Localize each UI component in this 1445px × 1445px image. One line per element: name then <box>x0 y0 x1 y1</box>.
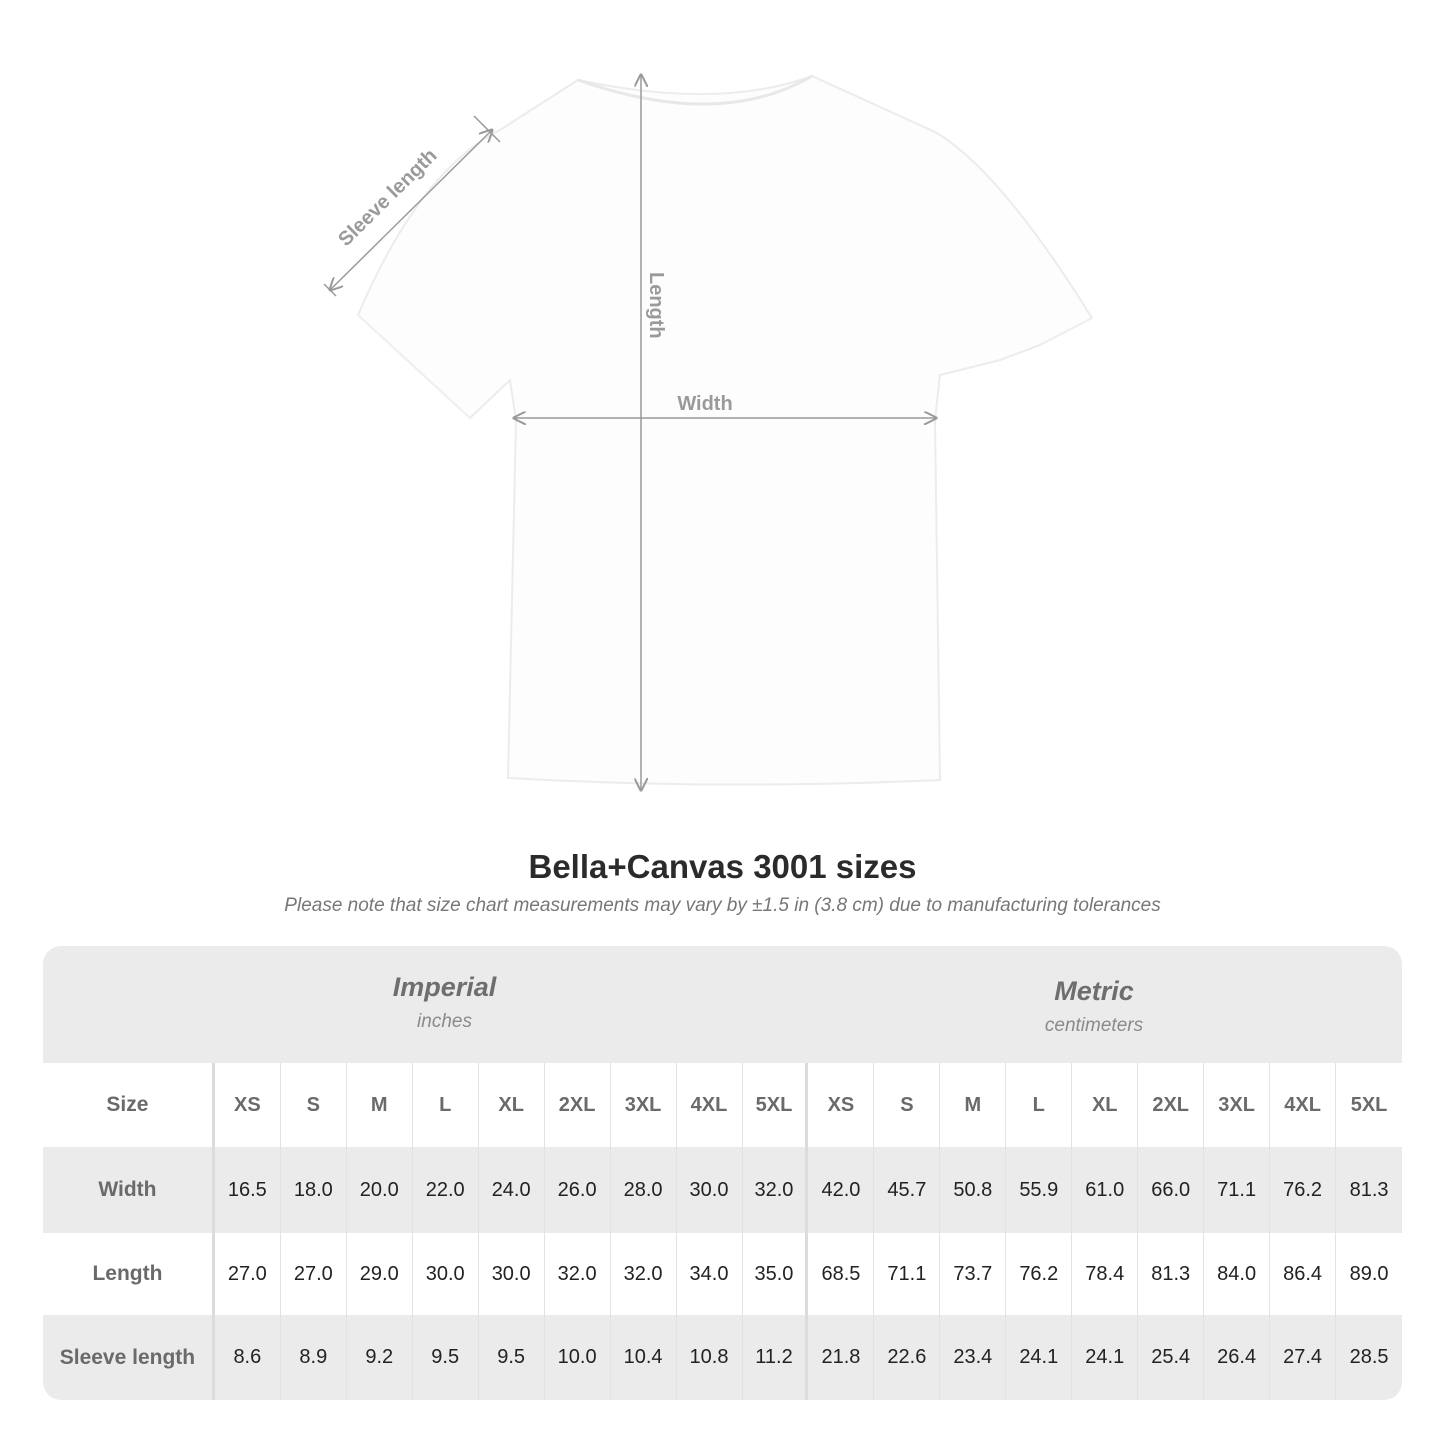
size-column-header: M <box>347 1063 413 1147</box>
imperial-unit: inches <box>417 1011 472 1032</box>
page-title: Bella+Canvas 3001 sizes <box>528 848 917 885</box>
metric-cell: 84.0 <box>1204 1233 1271 1315</box>
row-label: Length <box>43 1233 215 1315</box>
imperial-cell: 28.0 <box>611 1147 677 1233</box>
size-column-header: L <box>413 1063 479 1147</box>
imperial-cell: 34.0 <box>677 1233 743 1315</box>
size-column-header: 2XL <box>1138 1063 1205 1147</box>
imperial-cell: 27.0 <box>281 1233 347 1315</box>
metric-cell: 61.0 <box>1072 1147 1139 1233</box>
metric-cell: 27.4 <box>1270 1315 1337 1400</box>
table-row: Width 16.5 18.0 20.0 22.0 24.0 26.0 28.0 30.0 32.… <box>43 1147 1402 1233</box>
imperial-cell: 29.0 <box>347 1233 413 1315</box>
table-row: Sleeve length 8.6 8.9 9.2 9.5 9.5 10.0 10.4 10.8… <box>43 1315 1402 1400</box>
metric-cell: 76.2 <box>1006 1233 1073 1315</box>
metric-cell: 26.4 <box>1204 1315 1271 1400</box>
imperial-cell: 32.0 <box>743 1147 809 1233</box>
imperial-cell: 35.0 <box>743 1233 809 1315</box>
metric-cell: 42.0 <box>808 1147 875 1233</box>
metric-cell: 25.4 <box>1138 1315 1205 1400</box>
size-column-header: 5XL <box>743 1063 809 1147</box>
imperial-cell: 30.0 <box>677 1147 743 1233</box>
imperial-cell: 9.5 <box>413 1315 479 1400</box>
imperial-cell: 27.0 <box>215 1233 281 1315</box>
size-header-row: Size XS S M L XL 2XL 3XL 4XL 5XL XS S M L XL 2XL 3XL 4XL 5… <box>43 1063 1402 1147</box>
tshirt-shape <box>356 74 1094 786</box>
size-column-header: 4XL <box>677 1063 743 1147</box>
imperial-cell: 11.2 <box>743 1315 809 1400</box>
metric-name: Metric <box>1054 976 1134 1006</box>
imperial-cell: 8.9 <box>281 1315 347 1400</box>
size-column-header: 3XL <box>1204 1063 1271 1147</box>
metric-cell: 45.7 <box>874 1147 941 1233</box>
metric-cell: 71.1 <box>1204 1147 1271 1233</box>
length-label: Length <box>645 272 667 339</box>
metric-cell: 68.5 <box>808 1233 875 1315</box>
imperial-cell: 9.5 <box>479 1315 545 1400</box>
imperial-cell: 10.0 <box>545 1315 611 1400</box>
size-column-header: XL <box>1072 1063 1139 1147</box>
table-row: Length 27.0 27.0 29.0 30.0 30.0 32.0 32.0 34.0 35… <box>43 1233 1402 1315</box>
imperial-cell: 10.8 <box>677 1315 743 1400</box>
imperial-cell: 32.0 <box>611 1233 677 1315</box>
imperial-cell: 10.4 <box>611 1315 677 1400</box>
size-column-header: S <box>874 1063 941 1147</box>
size-column-header: 3XL <box>611 1063 677 1147</box>
width-label: Width <box>677 393 732 415</box>
size-column-header: L <box>1006 1063 1073 1147</box>
tolerance-note: Please note that size chart measurements… <box>284 895 1161 916</box>
metric-cell: 86.4 <box>1270 1233 1337 1315</box>
metric-cell: 24.1 <box>1006 1315 1073 1400</box>
imperial-cell: 20.0 <box>347 1147 413 1233</box>
size-column-header: 5XL <box>1350 1093 1388 1116</box>
metric-cell: 22.6 <box>874 1315 941 1400</box>
size-table: Imperial inches Metric centimeters Size X… <box>43 946 1402 1400</box>
imperial-cell: 32.0 <box>545 1233 611 1315</box>
metric-cell: 89.0 <box>1349 1262 1389 1285</box>
table-header-band <box>43 946 1402 1063</box>
metric-cell: 28.5 <box>1349 1346 1389 1368</box>
metric-cell: 50.8 <box>940 1147 1007 1233</box>
row-label: Width <box>43 1147 215 1233</box>
row-label: Sleeve length <box>43 1315 215 1400</box>
imperial-cell: 8.6 <box>215 1315 281 1400</box>
imperial-cell: 30.0 <box>479 1233 545 1315</box>
size-column-header: XS <box>808 1063 875 1147</box>
sleeve-dimension-line <box>330 130 492 290</box>
imperial-heading: Imperial inches <box>215 972 674 1033</box>
size-column-header: M <box>940 1063 1007 1147</box>
imperial-cell: 30.0 <box>413 1233 479 1315</box>
imperial-cell: 24.0 <box>479 1147 545 1233</box>
size-column-header: S <box>281 1063 347 1147</box>
imperial-name: Imperial <box>392 972 497 1002</box>
imperial-cell: 22.0 <box>413 1147 479 1233</box>
imperial-cell: 26.0 <box>545 1147 611 1233</box>
imperial-cell: 18.0 <box>281 1147 347 1233</box>
size-column-header: 4XL <box>1270 1063 1337 1147</box>
metric-cell: 71.1 <box>874 1233 941 1315</box>
metric-heading: Metric centimeters <box>808 976 1380 1037</box>
metric-cell: 23.4 <box>940 1315 1007 1400</box>
tshirt-diagram: Length Width Sleeve length <box>323 0 1094 800</box>
metric-cell: 24.1 <box>1072 1315 1139 1400</box>
metric-cell: 78.4 <box>1072 1233 1139 1315</box>
size-column-header: XL <box>479 1063 545 1147</box>
size-column-header: XS <box>215 1063 281 1147</box>
metric-cell: 21.8 <box>808 1315 875 1400</box>
metric-cell: 66.0 <box>1138 1147 1205 1233</box>
row-label: Size <box>43 1063 215 1147</box>
metric-unit: centimeters <box>1044 1015 1144 1036</box>
metric-cell: 76.2 <box>1270 1147 1337 1233</box>
imperial-cell: 16.5 <box>215 1147 281 1233</box>
size-column-header: 2XL <box>545 1063 611 1147</box>
metric-cell: 55.9 <box>1006 1147 1073 1233</box>
metric-cell: 73.7 <box>940 1233 1007 1315</box>
imperial-cell: 9.2 <box>347 1315 413 1400</box>
metric-cell: 81.3 <box>1138 1233 1205 1315</box>
metric-cell: 81.3 <box>1349 1178 1389 1201</box>
